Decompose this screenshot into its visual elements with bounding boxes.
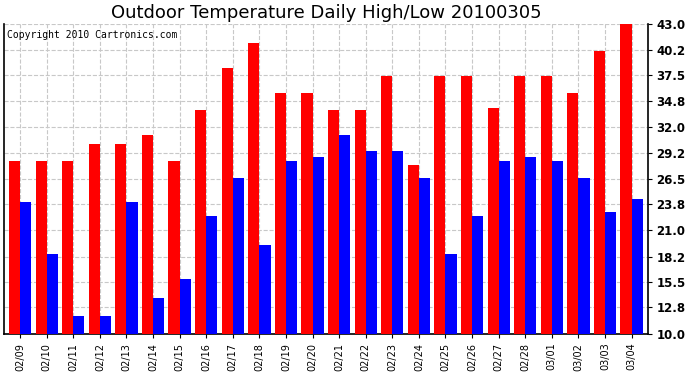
Bar <box>328 110 339 334</box>
Bar <box>446 254 457 334</box>
Bar <box>126 202 137 334</box>
Bar <box>195 110 206 334</box>
Bar <box>605 211 616 334</box>
Bar <box>461 76 472 334</box>
Bar <box>302 93 313 334</box>
Bar <box>168 161 179 334</box>
Bar <box>73 316 84 334</box>
Bar <box>419 178 430 334</box>
Bar <box>366 150 377 334</box>
Bar <box>248 42 259 334</box>
Bar <box>541 76 552 334</box>
Bar <box>631 200 643 334</box>
Bar <box>578 178 589 334</box>
Bar <box>89 144 100 334</box>
Bar <box>221 68 233 334</box>
Bar <box>115 144 126 334</box>
Bar <box>286 161 297 334</box>
Bar <box>206 216 217 334</box>
Bar <box>434 76 446 334</box>
Bar <box>620 24 631 334</box>
Bar <box>567 93 578 334</box>
Bar <box>142 135 153 334</box>
Bar <box>9 161 20 334</box>
Bar <box>408 165 419 334</box>
Title: Outdoor Temperature Daily High/Low 20100305: Outdoor Temperature Daily High/Low 20100… <box>110 4 541 22</box>
Bar <box>472 216 483 334</box>
Text: Copyright 2010 Cartronics.com: Copyright 2010 Cartronics.com <box>8 30 178 40</box>
Bar <box>313 157 324 334</box>
Bar <box>488 108 499 334</box>
Bar <box>499 161 510 334</box>
Bar <box>339 135 351 334</box>
Bar <box>355 110 366 334</box>
Bar <box>393 150 404 334</box>
Bar <box>381 76 393 334</box>
Bar <box>100 316 111 334</box>
Bar <box>179 279 191 334</box>
Bar <box>153 298 164 334</box>
Bar <box>47 254 58 334</box>
Bar <box>275 93 286 334</box>
Bar <box>525 157 536 334</box>
Bar <box>514 76 525 334</box>
Bar <box>36 161 47 334</box>
Bar <box>259 245 270 334</box>
Bar <box>552 161 563 334</box>
Bar <box>62 161 73 334</box>
Bar <box>233 178 244 334</box>
Bar <box>594 51 605 334</box>
Bar <box>20 202 31 334</box>
